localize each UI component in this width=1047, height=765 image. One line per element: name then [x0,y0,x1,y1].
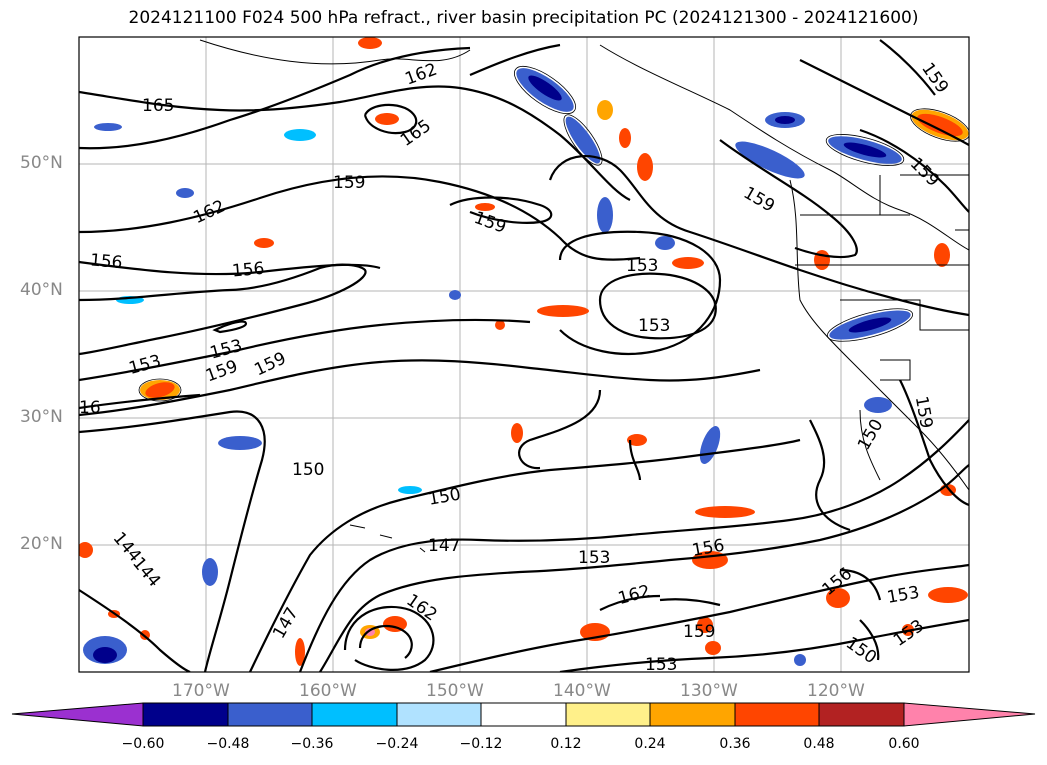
colorbar-tick: −0.48 [206,736,250,752]
lon-label-120w: 120°W [807,681,865,701]
colorbar-under [11,702,144,727]
red-patch [672,257,704,269]
blue-patch [528,75,562,101]
contour-label: 153 [645,655,677,675]
colorbar-tick: 0.12 [550,736,582,752]
lon-label-130w: 130°W [680,681,738,701]
colorbar-tick: −0.24 [375,736,419,752]
colorbar-over [903,702,1036,727]
red-patch [475,203,495,211]
colorbar-bin [311,702,398,727]
red-patch [695,506,755,518]
colorbar-tick: −0.12 [459,736,503,752]
blue-patch [93,647,117,663]
red-patch [705,641,721,655]
red-patch [619,128,631,148]
colorbar-bin [734,702,820,727]
colorbar-tick: −0.36 [290,736,334,752]
thin-outlines [138,65,969,402]
red-patch [254,238,274,248]
plot-area [79,37,969,672]
blue-patch [775,116,795,124]
contour-label: 153 [578,548,610,568]
contour-label: 165 [142,96,174,116]
lat-label-50n: 50°N [20,153,63,173]
colorbar-bin [227,702,313,727]
blue-patch [843,142,887,158]
blue-patch [565,116,601,164]
red-patch [295,638,305,666]
red-patch [495,320,505,330]
contour-label: 159 [683,622,715,642]
red-patch [917,113,963,137]
lon-label-160w: 160°W [299,681,357,701]
contour-label: 153 [626,256,658,276]
red-patch [697,617,713,633]
colorbar-tick: 0.24 [634,736,666,752]
lat-label-30n: 30°N [20,407,63,427]
blue-patch [735,141,805,179]
blue-patch [449,290,461,300]
red-patch [79,542,93,558]
contour-label: 153 [638,316,670,336]
blue-patch [94,123,122,131]
red-patch [597,100,613,120]
colorbar-bin [480,702,567,727]
colorbar-tick: 0.36 [719,736,751,752]
red-patch [934,243,950,267]
colorbar-bin [649,702,736,727]
blue-patch [218,436,262,450]
red-patch [383,616,407,632]
lon-label-150w: 150°W [426,681,484,701]
colorbar-bin [142,702,229,727]
red-patch [537,305,589,317]
colorbar-tick: 0.60 [888,736,920,752]
red-patch [145,382,175,398]
blue-patch [848,317,892,333]
blue-patch [202,558,218,586]
colorbar [11,702,1036,727]
red-patch [375,113,399,125]
contour-label: 156 [231,259,265,282]
contour-label: 159 [333,173,365,193]
map-title: 2024121100 F024 500 hPa refract., river … [128,8,919,28]
blue-patch [398,486,422,494]
colorbar-bin [565,702,651,727]
lat-label-20n: 20°N [20,534,63,554]
lon-label-140w: 140°W [553,681,611,701]
blue-patch [284,129,316,141]
colorbar-tick: 0.48 [803,736,835,752]
red-patch [627,434,647,446]
colorbar-bin [818,702,905,727]
precip-shading [79,37,969,666]
blue-patch [794,654,806,666]
contour-label: 147 [428,536,460,556]
red-patch [358,37,382,49]
lon-label-170w: 170°W [172,681,230,701]
blue-patch [864,397,892,413]
lat-label-40n: 40°N [20,280,63,300]
colorbar-bin [396,702,482,727]
red-patch [928,587,968,603]
red-patch [637,153,653,181]
blue-patch [176,188,194,198]
refract-contours [79,39,969,672]
blue-patch [655,236,675,250]
coastlines [199,39,969,553]
contour-label: 150 [292,460,324,480]
blue-patch [597,197,613,233]
colorbar-tick: −0.60 [121,736,165,752]
contour-label: 156 [89,250,123,273]
red-patch [826,588,850,608]
plot-frame [78,36,970,673]
contour-label: 16 [79,398,101,418]
red-patch [511,423,523,443]
